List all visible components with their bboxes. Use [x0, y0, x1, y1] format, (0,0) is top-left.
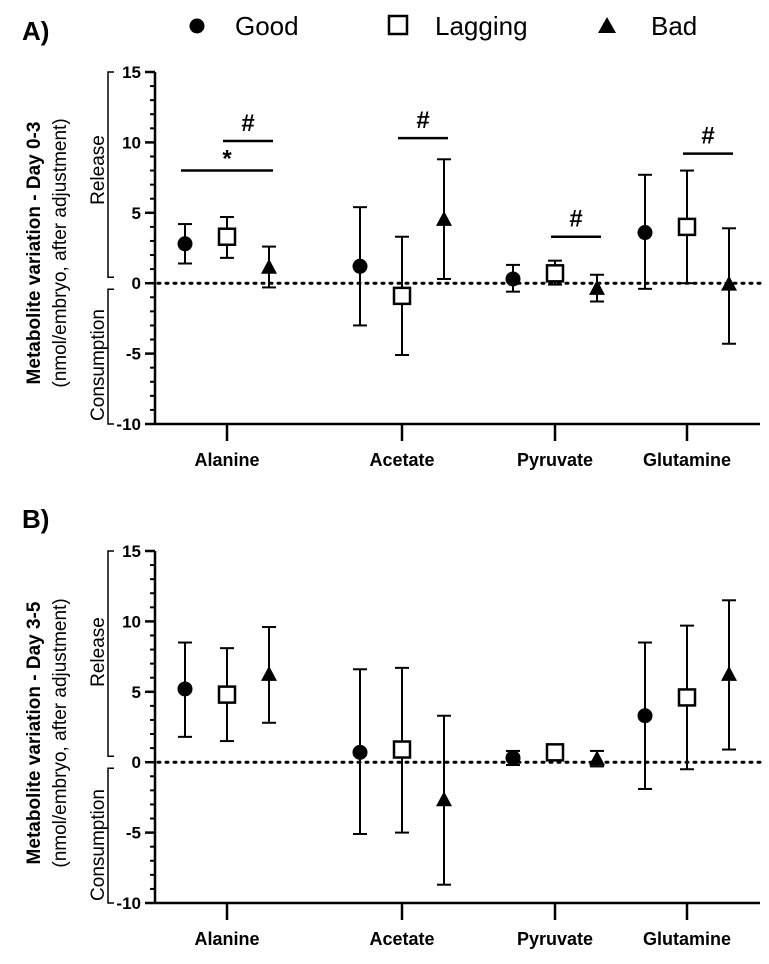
y-tick-label: 5	[132, 683, 141, 702]
x-category-label: Pyruvate	[517, 450, 593, 470]
legend-marker-good	[189, 18, 205, 34]
point-good	[352, 258, 368, 274]
point-good	[505, 271, 521, 287]
point-bad	[721, 275, 737, 291]
panel-a-consumption-label: Consumption	[88, 309, 109, 421]
point-lagging	[217, 227, 237, 246]
y-tick-label: -10	[116, 415, 141, 434]
y-tick-label: -5	[126, 345, 141, 364]
point-lagging	[545, 264, 565, 283]
panel-b-release-label: Release	[88, 617, 109, 687]
panel-a-ylabel-sub: (nmol/embryo, after adjustment)	[50, 118, 71, 387]
panel-a-label: A)	[22, 16, 49, 46]
point-bad	[589, 750, 605, 766]
legend-label-good: Good	[235, 11, 299, 41]
point-bad	[721, 665, 737, 681]
release-bracket	[107, 71, 114, 278]
panel-b-label: B)	[22, 504, 49, 534]
y-tick-label: -5	[126, 824, 141, 843]
panel-b: B) Metabolite variation - Day 3-5 (nmol/…	[22, 504, 762, 949]
y-tick-label: -10	[116, 894, 141, 913]
consumption-bracket	[107, 767, 114, 904]
point-bad	[436, 210, 452, 226]
point-lagging	[545, 743, 565, 762]
point-lagging	[217, 685, 237, 704]
y-tick-label: 10	[122, 612, 141, 631]
x-category-label: Alanine	[194, 929, 259, 949]
point-good	[637, 708, 653, 724]
panel-a: A) Metabolite variation - Day 0-3 (nmol/…	[22, 16, 762, 470]
consumption-bracket	[107, 288, 114, 425]
point-bad	[261, 258, 277, 274]
significance-label: *	[222, 146, 232, 173]
point-bad	[261, 665, 277, 681]
point-bad	[436, 791, 452, 807]
legend-label-bad: Bad	[651, 11, 697, 41]
x-category-label: Acetate	[369, 929, 434, 949]
panel-b-consumption-label: Consumption	[88, 789, 109, 901]
panel-b-plot: -10 -5 0 5 10 15 Alanine Acetate Pyruvate Glutami…	[107, 542, 762, 949]
significance-label: #	[241, 110, 254, 137]
panel-b-ylabel-sub: (nmol/embryo, after adjustment)	[50, 598, 71, 867]
y-tick-label: 10	[122, 133, 141, 152]
x-category-label: Alanine	[194, 450, 259, 470]
significance-label: #	[569, 206, 582, 233]
legend: Good Lagging Bad	[189, 11, 697, 41]
point-lagging	[677, 217, 697, 237]
point-good	[352, 744, 368, 760]
point-good	[177, 681, 193, 697]
legend-marker-lagging	[387, 14, 409, 36]
panel-b-ylabel: Metabolite variation - Day 3-5	[24, 601, 45, 864]
point-lagging	[677, 688, 697, 707]
x-category-label: Glutamine	[643, 929, 731, 949]
significance-label: #	[416, 107, 429, 134]
y-tick-label: 5	[132, 204, 141, 223]
point-good	[505, 750, 521, 766]
panel-a-ylabel: Metabolite variation - Day 0-3	[24, 122, 45, 385]
x-category-label: Pyruvate	[517, 929, 593, 949]
point-good	[177, 236, 193, 252]
y-tick-label: 0	[132, 274, 141, 293]
panel-a-release-label: Release	[88, 135, 109, 205]
x-category-label: Glutamine	[643, 450, 731, 470]
y-tick-label: 15	[122, 63, 141, 82]
point-lagging	[392, 740, 412, 759]
significance-label: #	[701, 123, 714, 150]
y-tick-label: 0	[132, 753, 141, 772]
release-bracket	[107, 550, 114, 757]
y-tick-label: 15	[122, 542, 141, 561]
point-lagging	[392, 286, 412, 306]
legend-label-lagging: Lagging	[435, 11, 528, 41]
x-category-label: Acetate	[369, 450, 434, 470]
legend-marker-bad	[598, 17, 616, 33]
panel-a-plot: -10 -5 0 5 10 15 Alanine Acetate Pyruvate Glutami…	[107, 63, 762, 470]
point-bad	[589, 279, 605, 295]
point-good	[637, 225, 653, 241]
